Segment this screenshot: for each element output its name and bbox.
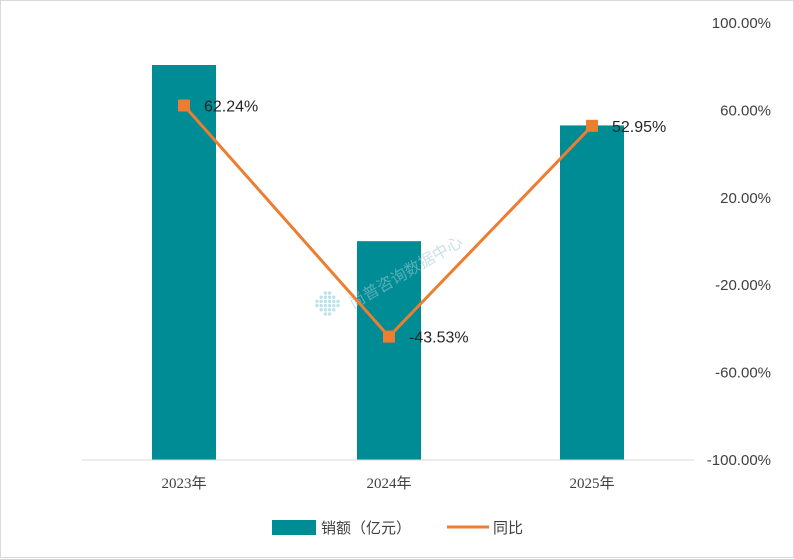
watermark-logo-dot	[319, 308, 323, 312]
yoy-data-label-1: -43.53%	[409, 330, 469, 347]
watermark-logo-dot	[327, 295, 332, 299]
watermark-logo-dot	[323, 312, 328, 316]
watermark-logo-dot	[319, 303, 323, 308]
data-labels: 62.24% -43.53% 52.95%	[204, 99, 666, 347]
right-tick-label-3: -20.00%	[715, 277, 771, 294]
watermark-logo-dot	[319, 295, 323, 299]
bar-2	[560, 125, 624, 460]
yoy-marker-0	[178, 99, 190, 112]
yoy-data-label-0: 62.24%	[204, 99, 258, 116]
right-tick-label-1: 60.00%	[720, 102, 771, 119]
x-tick-label-1: 2024年	[366, 475, 411, 492]
legend-label-bar: 销额（亿元）	[321, 519, 411, 537]
watermark-logo	[315, 291, 340, 316]
right-axis-labels: 100.00% 60.00% 20.00% -20.00% -60.00% -100.00…	[707, 15, 771, 469]
right-tick-label-5: -100.00%	[707, 452, 771, 469]
x-tick-label-0: 2023年	[161, 475, 206, 492]
watermark-logo-dot	[319, 299, 323, 304]
bar-0	[152, 65, 216, 460]
right-tick-label-0: 100.00%	[712, 15, 771, 32]
legend-swatch-bar	[272, 520, 316, 535]
watermark-logo-dot	[332, 295, 336, 299]
yoy-marker-2	[586, 119, 598, 132]
watermark-logo-dot	[336, 299, 340, 304]
x-tick-label-2: 2025年	[569, 475, 614, 492]
watermark-logo-dot	[327, 299, 332, 304]
watermark-logo-dot	[315, 303, 319, 308]
yoy-line-series	[178, 99, 598, 343]
watermark-logo-dot	[332, 303, 336, 308]
right-tick-label-4: -60.00%	[715, 365, 771, 382]
watermark-logo-dot	[323, 291, 328, 295]
watermark-logo-dot	[327, 303, 332, 308]
watermark-logo-dot	[327, 312, 332, 316]
yoy-data-label-2: 52.95%	[612, 119, 666, 136]
legend-label-line: 同比	[493, 519, 523, 537]
x-axis-labels: 2023年 2024年 2025年	[161, 475, 614, 492]
watermark-logo-dot	[332, 299, 336, 304]
watermark-logo-dot	[323, 308, 328, 312]
watermark-logo-dot	[323, 303, 328, 308]
watermark-logo-dot	[332, 308, 336, 312]
yoy-marker-1	[383, 330, 395, 343]
watermark-logo-dot	[323, 299, 328, 304]
right-tick-label-2: 20.00%	[720, 190, 771, 207]
bar-series	[152, 65, 624, 460]
watermark-logo-dot	[315, 299, 319, 304]
bar-1	[357, 241, 421, 460]
watermark-logo-dot	[336, 303, 340, 308]
legend: 销额（亿元） 同比	[272, 519, 523, 537]
watermark-logo-dot	[327, 291, 332, 295]
watermark-logo-dot	[327, 308, 332, 312]
watermark-logo-dot	[323, 295, 328, 299]
